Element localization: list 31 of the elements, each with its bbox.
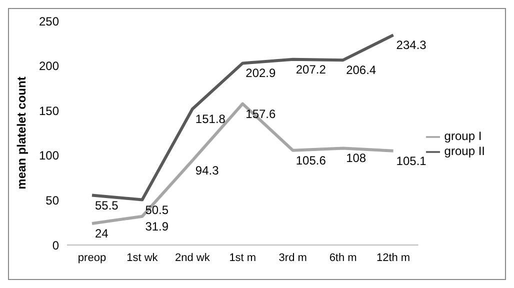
data-label: 105.1 (396, 154, 427, 168)
legend-label: group II (444, 144, 485, 158)
data-label: 207.2 (296, 62, 326, 76)
line-series (90, 34, 395, 202)
y-tick-label: 150 (38, 104, 60, 118)
y-tick-label: 250 (38, 14, 60, 28)
data-label: 55.5 (95, 198, 119, 212)
data-label: 202.9 (246, 66, 276, 80)
data-label: 105.6 (296, 153, 326, 168)
legend-label: group I (444, 129, 482, 144)
y-axis-title: mean platelet count (14, 76, 28, 190)
y-tick-label: 50 (46, 193, 60, 208)
data-label: 157.6 (246, 106, 276, 121)
data-label: 94.3 (195, 164, 220, 178)
data-label: 24 (95, 226, 109, 240)
x-tick-label: preop (78, 252, 106, 264)
data-label: 234.3 (396, 38, 427, 52)
data-label: 108 (346, 151, 366, 166)
x-tick-label: 3rd m (278, 252, 307, 264)
x-tick-label: 6th m (329, 252, 357, 264)
y-tick-label: 0 (52, 238, 60, 252)
y-tick-label: 200 (38, 59, 60, 74)
data-label: 31.9 (145, 219, 169, 234)
data-label: 50.5 (145, 202, 169, 217)
data-label: 151.8 (195, 112, 226, 126)
data-label: 206.4 (346, 63, 376, 78)
y-tick-label: 100 (38, 148, 60, 163)
x-tick-label: 1st m (229, 252, 256, 264)
x-tick-label: 12th m (376, 252, 410, 264)
x-tick-label: 1st wk (126, 252, 158, 264)
x-tick-label: 2nd wk (175, 252, 210, 264)
